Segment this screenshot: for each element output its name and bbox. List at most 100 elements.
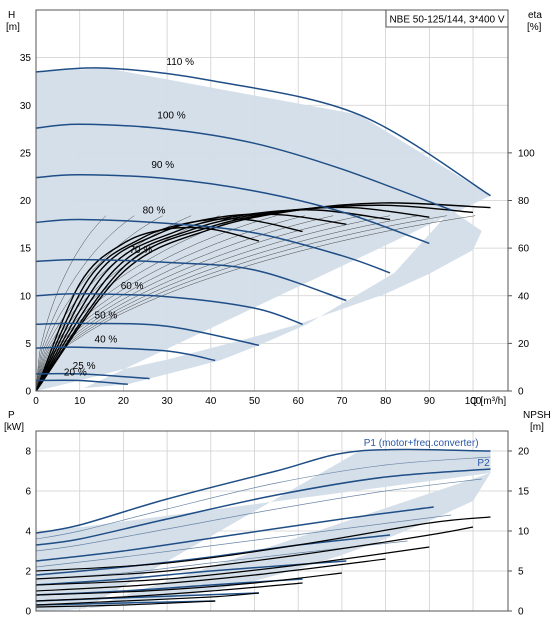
qh-y-tick-3: 15 — [20, 244, 32, 255]
npsh-curve-5 — [35, 582, 303, 602]
power-left-unit-sub: [kW] — [4, 422, 24, 433]
qh-x-tick-9: 90 — [424, 396, 436, 407]
qh-speed-curves — [35, 67, 491, 386]
qh-y-tick-1: 5 — [25, 339, 31, 350]
qh-speed-label-7: 40 % — [95, 334, 118, 345]
qh-envelope-area — [36, 68, 491, 391]
power-thin-curve-0 — [35, 456, 491, 540]
qh-thin-curve-1 — [35, 215, 135, 392]
qh-x-axis-label: Q [m³/h] — [470, 396, 506, 407]
power-axes: 0 2 4 6 8 0 5 10 15 20 — [25, 447, 529, 618]
qh-thin-curve-2 — [35, 215, 163, 392]
qh-x-tick-3: 30 — [162, 396, 174, 407]
qh-left-unit-sub: [m] — [6, 22, 20, 33]
qh-x-tick-7: 70 — [336, 396, 348, 407]
qh-speed-label-2: 90 % — [151, 160, 174, 171]
power-left-unit: P — [8, 410, 15, 421]
qh-thin-curve-12 — [35, 215, 447, 392]
qh-speed-curve-3 — [35, 218, 391, 274]
qh-plot-frame — [35, 9, 509, 392]
qh-eta-tick-4: 80 — [518, 196, 530, 207]
power-thin-curve-2 — [35, 514, 452, 568]
qh-speed-label-1: 100 % — [157, 110, 185, 121]
qh-x-tick-8: 80 — [380, 396, 392, 407]
qh-speed-label-0: 110 % — [166, 57, 194, 68]
qh-efficiency-curves — [35, 202, 491, 392]
power-curve-4 — [35, 560, 347, 586]
qh-eta-90-curve — [35, 206, 430, 392]
qh-speed-curve-0 — [35, 67, 491, 197]
power-curve-2 — [35, 506, 434, 562]
qh-x-tick-2: 20 — [118, 396, 130, 407]
qh-x-tick-10: 100 — [465, 396, 482, 407]
qh-speed-label-4: 70 % — [129, 245, 152, 256]
qh-y-tick-2: 10 — [20, 291, 32, 302]
npsh-right-unit: NPSH — [523, 410, 551, 421]
power-y-tick-1: 2 — [25, 567, 31, 578]
qh-speed-curve-9 — [35, 379, 128, 386]
qh-speed-label-9: 20 % — [64, 368, 87, 379]
power-y-tick-0: 0 — [25, 607, 31, 618]
qh-y-tick-7: 35 — [20, 53, 32, 64]
power-thin-curves — [35, 456, 491, 580]
npsh-tick-0: 0 — [518, 607, 524, 618]
qh-eta-tick-0: 0 — [518, 387, 524, 398]
qh-speed-label-3: 80 % — [143, 206, 166, 217]
power-label-1: P2 — [477, 458, 490, 469]
power-label-0: P1 (motor+freq.converter) — [364, 438, 479, 449]
qh-speed-label-6: 50 % — [95, 311, 118, 322]
qh-speed-label-8: 25 % — [73, 361, 96, 372]
power-y-tick-3: 6 — [25, 487, 31, 498]
npsh-curve-2 — [35, 546, 430, 586]
qh-speed-curve-5 — [35, 293, 303, 326]
power-labels: P1 (motor+freq.converter) P2 — [364, 438, 490, 469]
qh-axes: 0 5 10 15 20 25 30 35 0 10 20 30 40 50 60 70 80 90 100 0 20 4… — [20, 53, 535, 407]
qh-eta-tick-1: 20 — [518, 339, 530, 350]
qh-right-unit-sub: [%] — [527, 22, 542, 33]
qh-thin-curve-13 — [35, 215, 476, 392]
power-plot-frame — [35, 430, 509, 612]
npsh-tick-4: 20 — [518, 447, 530, 458]
qh-speed-labels: 110 % 100 % 90 % 80 % 70 % 60 % 50 % 40 % 25 %20… — [64, 57, 194, 379]
qh-x-tick-1: 10 — [74, 396, 86, 407]
power-curve-3 — [35, 534, 391, 576]
qh-operating-envelope — [36, 67, 491, 392]
power-thin-curve-3 — [35, 540, 408, 580]
qh-y-tick-4: 20 — [20, 196, 32, 207]
qh-x-tick-6: 60 — [293, 396, 305, 407]
qh-y-tick-0: 0 — [25, 387, 31, 398]
npsh-curve-7 — [35, 600, 216, 608]
npsh-curve-4 — [35, 572, 342, 596]
npsh-curve-6 — [35, 592, 259, 606]
qh-y-tick-5: 25 — [20, 148, 32, 159]
qh-eta-tick-5: 100 — [518, 148, 535, 159]
qh-thin-curve-0 — [35, 215, 107, 392]
qh-thin-curve-10 — [35, 215, 391, 392]
power-envelope-area — [36, 451, 491, 611]
qh-speed-curve-1 — [35, 123, 452, 211]
qh-eta-60-curve — [35, 218, 303, 392]
qh-left-unit: H — [8, 10, 15, 21]
qh-right-unit: eta — [528, 10, 542, 21]
npsh-tick-2: 10 — [518, 527, 530, 538]
qh-y-tick-6: 30 — [20, 101, 32, 112]
npsh-curve-1 — [35, 526, 474, 580]
power-y-tick-2: 4 — [25, 527, 31, 538]
qh-eta-80-curve — [35, 209, 391, 392]
npsh-tick-3: 15 — [518, 487, 530, 498]
qh-speed-curve-4 — [35, 258, 347, 302]
qh-eta-tick-3: 60 — [518, 244, 530, 255]
power-curve-1 — [35, 468, 491, 546]
npsh-right-unit-sub: [m] — [530, 422, 544, 433]
npsh-tick-1: 5 — [518, 567, 524, 578]
qh-x-tick-0: 0 — [33, 396, 39, 407]
qh-eta-tick-2: 40 — [518, 291, 530, 302]
qh-speed-curve-6 — [35, 322, 260, 347]
qh-thin-curve-7 — [35, 215, 305, 392]
qh-speed-curve-2 — [35, 174, 430, 245]
npsh-curve-3 — [35, 558, 386, 592]
power-thin-curve-1 — [35, 478, 482, 552]
power-y-tick-4: 8 — [25, 447, 31, 458]
